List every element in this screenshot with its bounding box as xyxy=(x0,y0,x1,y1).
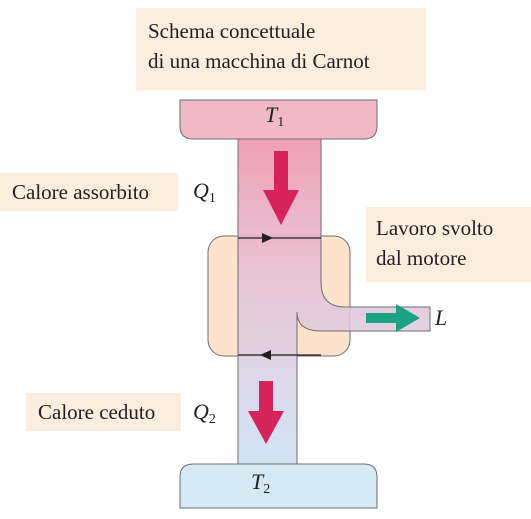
title-line-2: di una macchina di Carnot xyxy=(148,49,370,73)
hot-reservoir xyxy=(179,99,378,140)
work-done-label: Lavoro svolto dal motore xyxy=(366,207,531,282)
t1-index: 1 xyxy=(277,115,285,130)
cycle-arrow-left xyxy=(260,350,271,360)
cold-temperature-symbol: T2 xyxy=(251,470,270,502)
heat-in-symbol: Q1 xyxy=(193,179,216,211)
q2-letter: Q xyxy=(193,399,209,424)
t2-letter: T xyxy=(251,469,264,494)
work-label-line-1: Lavoro svolto xyxy=(376,216,494,240)
q2-index: 2 xyxy=(208,412,216,427)
hot-temperature-symbol: T1 xyxy=(265,103,284,135)
title-line-1: Schema concettuale xyxy=(148,19,316,43)
work-symbol: L xyxy=(435,305,448,330)
heat-absorbed-label: Calore assorbito xyxy=(0,173,178,211)
diagram-title: Schema concettuale di una macchina di Ca… xyxy=(136,8,426,90)
heat-in-arrow xyxy=(263,151,299,225)
heat-out-arrow xyxy=(248,381,284,444)
heat-out-symbol: Q2 xyxy=(193,400,216,432)
t1-letter: T xyxy=(265,102,278,127)
heat-released-label: Calore ceduto xyxy=(26,393,181,431)
q1-letter: Q xyxy=(193,178,209,203)
t2-index: 2 xyxy=(263,482,271,497)
work-arrow xyxy=(366,304,420,332)
work-label-line-2: dal motore xyxy=(376,246,467,270)
cold-reservoir xyxy=(179,463,378,509)
heat-flow-band xyxy=(237,138,431,465)
q1-index: 1 xyxy=(208,191,216,206)
cycle-arrow-right xyxy=(262,233,273,243)
